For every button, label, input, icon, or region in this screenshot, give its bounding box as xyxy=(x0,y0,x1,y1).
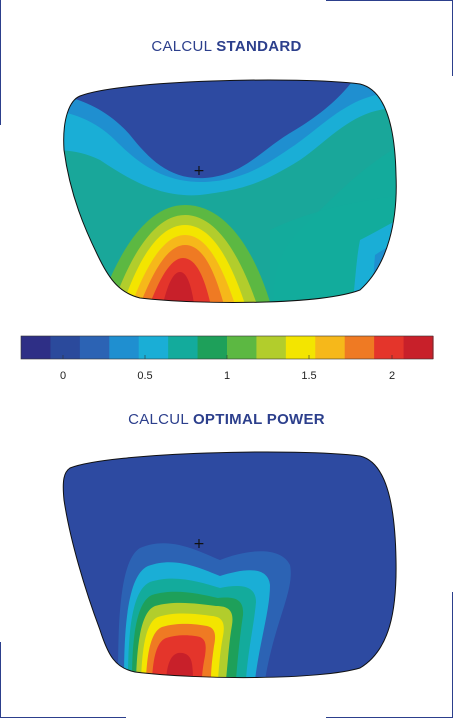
optimal-lens-outline xyxy=(62,451,397,679)
standard-center-mark: + xyxy=(193,163,205,179)
standard-lens-map xyxy=(63,80,397,303)
title-standard-strong: STANDARD xyxy=(216,38,302,55)
colorbar-segment xyxy=(50,336,81,359)
title-optimal-power: CALCUL OPTIMAL POWER xyxy=(0,411,453,428)
frame-corner-top-left xyxy=(0,0,126,125)
colorbar-segment xyxy=(79,336,110,359)
colorbar-segment xyxy=(227,336,258,359)
colorbar-tick-label: 2 xyxy=(388,370,396,382)
colorbar-tick-label: 1.5 xyxy=(301,370,317,382)
title-optimal-strong: OPTIMAL POWER xyxy=(192,411,325,428)
standard-darkred-zone xyxy=(160,272,196,303)
optimal-lens-map xyxy=(63,452,397,678)
colorbar-segment xyxy=(285,336,316,359)
colorbar-tick-label: 0.5 xyxy=(137,370,153,382)
standard-navy-zone xyxy=(63,80,360,179)
colorbar-tick-label: 1 xyxy=(223,370,231,382)
colorbar-tick-label: 0 xyxy=(59,370,67,382)
colorbar-segment xyxy=(21,336,52,359)
colorbar-segment xyxy=(403,336,434,359)
colorbar-segment xyxy=(168,336,199,359)
colorbar-segment xyxy=(344,336,375,359)
title-optimal-prefix: CALCUL xyxy=(128,411,189,428)
title-standard-prefix: CALCUL xyxy=(151,38,212,55)
optimal-center-mark: + xyxy=(193,536,205,552)
standard-lens-outline xyxy=(63,79,397,304)
colorbar-segment xyxy=(256,336,287,359)
colorbar-segment xyxy=(138,336,169,359)
colorbar xyxy=(20,335,434,360)
colorbar-segment xyxy=(315,336,346,359)
colorbar-segment xyxy=(374,336,405,359)
colorbar-segment xyxy=(109,336,140,359)
title-standard: CALCUL STANDARD xyxy=(0,38,453,55)
colorbar-segment xyxy=(197,336,228,359)
optimal-darkred-zone xyxy=(166,652,193,678)
